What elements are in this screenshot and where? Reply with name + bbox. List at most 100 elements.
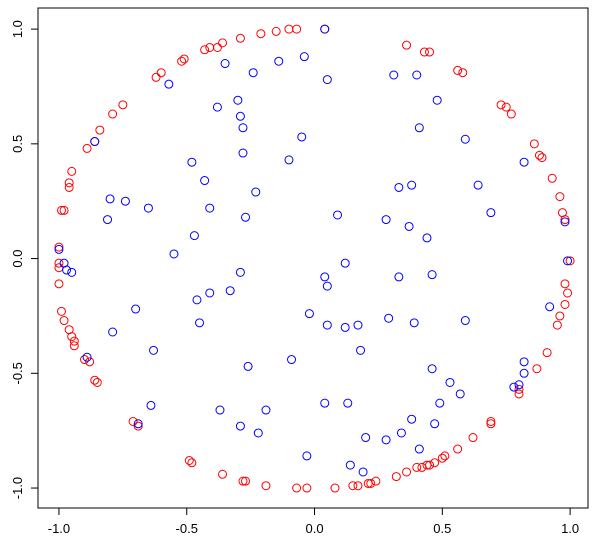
point (506, 109, 516, 119)
point (560, 299, 570, 309)
point (59, 316, 69, 326)
point (274, 56, 284, 66)
point (187, 157, 197, 167)
point (151, 72, 161, 82)
y-tick-label: 0.0 (10, 250, 25, 268)
point (238, 123, 248, 133)
point (297, 132, 307, 142)
point (284, 155, 294, 165)
point (468, 433, 478, 443)
point (330, 483, 340, 493)
point (509, 382, 519, 392)
point (501, 102, 511, 112)
point (473, 180, 483, 190)
point (394, 272, 404, 282)
point (514, 389, 524, 399)
point (241, 212, 251, 222)
point (565, 256, 575, 266)
point (353, 481, 363, 491)
point (200, 176, 210, 186)
point (302, 483, 312, 493)
point (529, 139, 539, 149)
point (407, 414, 417, 424)
point (496, 100, 506, 110)
point (304, 309, 314, 319)
point (54, 263, 64, 273)
point (69, 336, 79, 346)
point (427, 270, 437, 280)
point (133, 419, 143, 429)
point (54, 279, 64, 289)
point (120, 196, 130, 206)
point (455, 389, 465, 399)
point (407, 180, 417, 190)
point (64, 178, 74, 188)
point (343, 398, 353, 408)
point (414, 123, 424, 133)
point (235, 111, 245, 121)
point (184, 456, 194, 466)
point (205, 203, 215, 213)
point (218, 469, 228, 479)
point (64, 182, 74, 192)
point (67, 166, 77, 176)
point (532, 364, 542, 374)
y-tick-label: -0.5 (10, 362, 25, 384)
point (453, 65, 463, 75)
point (146, 400, 156, 410)
point (340, 258, 350, 268)
point (149, 345, 159, 355)
point (243, 361, 253, 371)
point (205, 288, 215, 298)
point (460, 316, 470, 326)
point (560, 217, 570, 227)
point (241, 476, 251, 486)
point (205, 42, 215, 52)
point (514, 384, 524, 394)
point (292, 24, 302, 34)
point (299, 52, 309, 62)
point (402, 40, 412, 50)
point (427, 364, 437, 374)
y-tick-label: 1.0 (10, 20, 25, 38)
point (381, 215, 391, 225)
point (95, 125, 105, 135)
point (179, 54, 189, 64)
point (57, 306, 67, 316)
point (218, 38, 228, 48)
point (358, 467, 368, 477)
point (419, 47, 429, 57)
point (169, 249, 179, 259)
point (366, 478, 376, 488)
point (271, 26, 281, 36)
point (563, 256, 573, 266)
point (391, 472, 401, 482)
point (432, 95, 442, 105)
point (430, 419, 440, 429)
point (422, 233, 432, 243)
point (322, 281, 332, 291)
point (437, 453, 447, 463)
point (67, 332, 77, 342)
x-tick-label: 0.0 (305, 521, 323, 536)
point (356, 345, 366, 355)
point (90, 137, 100, 147)
point (322, 75, 332, 85)
point (320, 272, 330, 282)
point (486, 416, 496, 426)
point (284, 24, 294, 34)
point (560, 279, 570, 289)
point (453, 444, 463, 454)
point (519, 157, 529, 167)
point (261, 481, 271, 491)
point (409, 318, 419, 328)
point (105, 194, 115, 204)
point (348, 481, 358, 491)
point (235, 421, 245, 431)
point (92, 377, 102, 387)
point (143, 203, 153, 213)
point (340, 322, 350, 332)
point (555, 192, 565, 202)
point (322, 320, 332, 330)
